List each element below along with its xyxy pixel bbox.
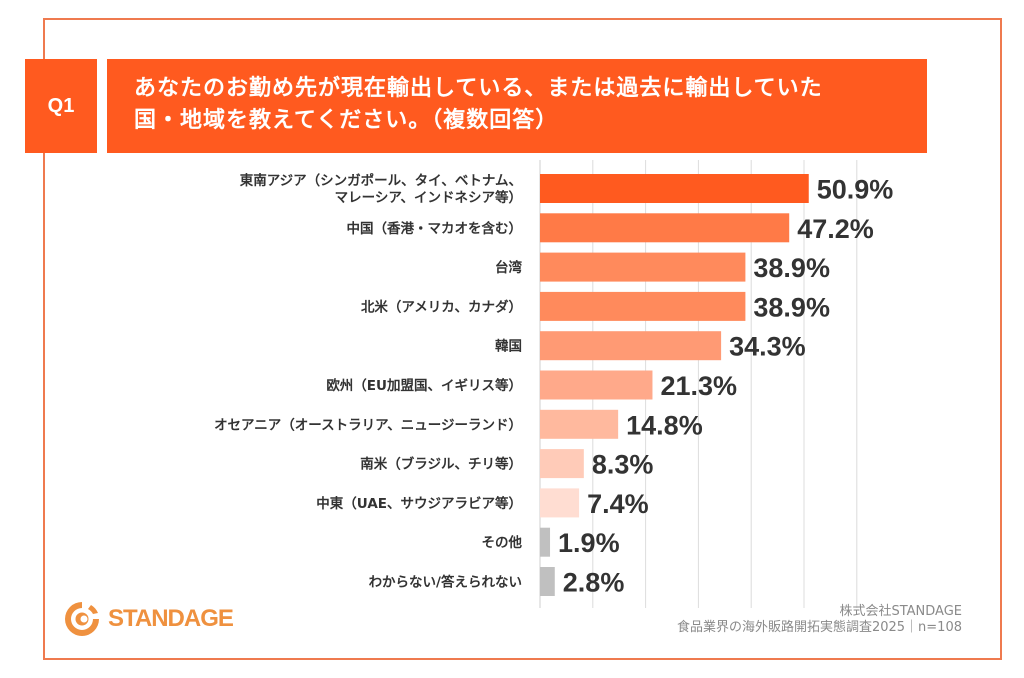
- category-label-7: 南米（ブラジル、チリ等）: [360, 456, 522, 473]
- category-label-4: 韓国: [495, 338, 522, 355]
- value-label-7: 8.3%: [592, 450, 654, 480]
- bar-7: [540, 449, 584, 479]
- logo-icon: [65, 602, 99, 636]
- chart-frame: [43, 18, 1002, 660]
- survey-source: 食品業界の海外販路開拓実態調査2025｜n=108: [676, 620, 962, 635]
- value-label-8: 7.4%: [587, 489, 649, 519]
- value-label-3: 38.9%: [753, 292, 830, 322]
- question-title-line-2: 国・地域を教えてください。（複数回答）: [134, 108, 559, 133]
- value-label-10: 2.8%: [563, 568, 625, 598]
- bar-1: [540, 213, 790, 243]
- question-title-line-1: あなたのお勤め先が現在輸出している、または過去に輸出していた: [134, 76, 823, 101]
- value-labels: 50.9% 47.2% 38.9% 38.9% 34.3% 21.3% 14.8% 8.3% 7…: [558, 175, 893, 598]
- category-label-10: わからない/答えられない: [369, 574, 522, 591]
- category-label-2: 台湾: [495, 259, 523, 276]
- bar-5: [540, 370, 653, 400]
- value-label-2: 38.9%: [753, 253, 830, 283]
- category-label-8: 中東（UAE、サウジアラビア等）: [316, 495, 522, 512]
- value-label-0: 50.9%: [817, 175, 894, 205]
- value-label-1: 47.2%: [797, 214, 874, 244]
- value-label-4: 34.3%: [729, 332, 806, 362]
- bar-8: [540, 488, 580, 518]
- category-label-9: その他: [482, 534, 523, 551]
- bar-6: [540, 409, 619, 439]
- bar-0: [540, 174, 809, 203]
- bar-4: [540, 331, 722, 361]
- bar-2: [540, 252, 746, 282]
- logo-text: STANDAGE: [108, 605, 234, 632]
- bar-3: [540, 291, 746, 321]
- bar-9: [540, 527, 551, 557]
- bars: [540, 174, 809, 596]
- value-label-9: 1.9%: [558, 528, 620, 558]
- source-note: 株式会社STANDAGE 食品業界の海外販路開拓実態調査2025｜n=108: [677, 604, 962, 636]
- category-label-0-line-0: 東南アジア（シンガポール、タイ、ベトナム、: [240, 172, 522, 189]
- category-label-3: 北米（アメリカ、カナダ）: [361, 298, 522, 315]
- category-label-6: オセアニア（オーストラリア、ニュージーランド）: [214, 417, 522, 433]
- value-label-5: 21.3%: [660, 371, 737, 401]
- company-name: 株式会社STANDAGE: [839, 604, 962, 619]
- category-label-5: 欧州（EU加盟国、イギリス等）: [326, 377, 522, 394]
- bar-10: [540, 567, 555, 596]
- category-label-0-line-1: マレーシア、インドネシア等）: [335, 189, 522, 206]
- question-title: あなたのお勤め先が現在輸出している、または過去に輸出していた 国・地域を教えてく…: [107, 59, 927, 153]
- value-label-6: 14.8%: [626, 410, 703, 440]
- question-badge: Q1: [25, 59, 97, 153]
- standage-logo: STANDAGE: [62, 599, 234, 639]
- category-label-1: 中国（香港・マカオを含む）: [347, 220, 523, 237]
- category-labels: 東南アジア（シンガポール、タイ、ベトナム、マレーシア、インドネシア等） 中国（香港…: [214, 172, 522, 591]
